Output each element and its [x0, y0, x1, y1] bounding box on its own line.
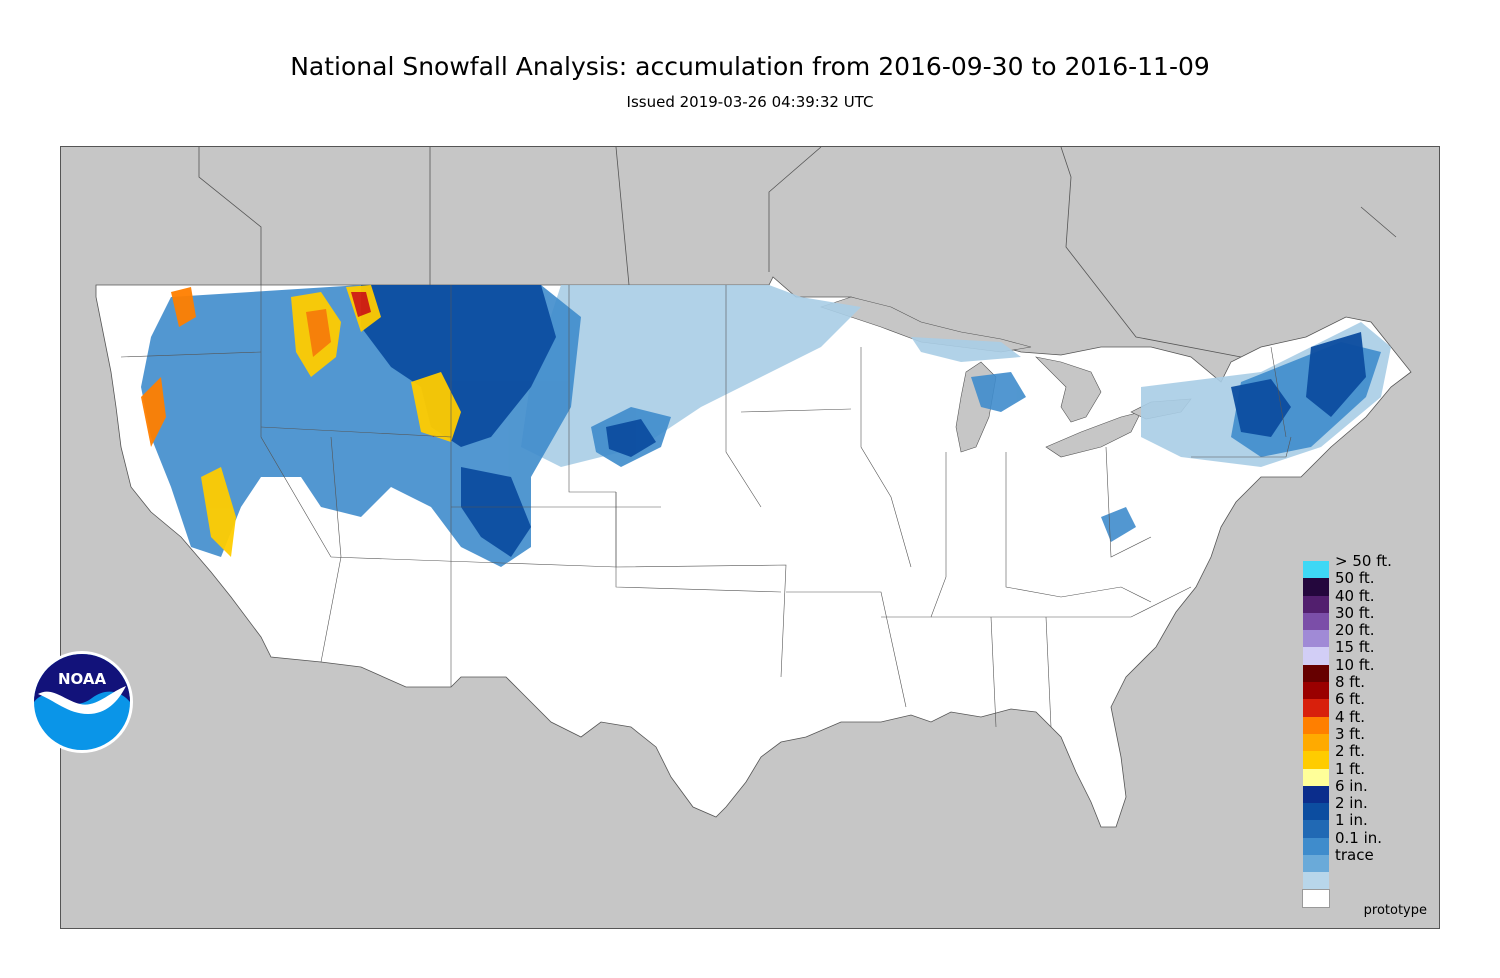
legend-label: 50 ft.: [1335, 569, 1375, 588]
legend-swatch: [1303, 664, 1329, 683]
legend-label: 10 ft.: [1335, 655, 1375, 674]
legend-label: trace: [1335, 846, 1374, 865]
snow-heavy: [361, 285, 1366, 557]
legend-swatch: [1303, 820, 1329, 838]
noaa-logo-graphic: NOAA: [31, 651, 133, 753]
legend-label: 6 ft.: [1335, 690, 1365, 709]
legend-label: 40 ft.: [1335, 586, 1375, 605]
legend-swatch: [1302, 888, 1330, 908]
issued-timestamp: Issued 2019-03-26 04:39:32 UTC: [626, 93, 874, 111]
legend-swatch: [1303, 716, 1329, 734]
snow-extreme: [141, 285, 461, 557]
legend-label: 1 in.: [1335, 811, 1368, 830]
legend-swatch: [1303, 561, 1329, 579]
legend-swatch: [1303, 855, 1329, 873]
canada-mexico-boundaries: [198, 147, 1397, 358]
noaa-logo-text: NOAA: [58, 670, 107, 688]
legend-label: > 50 ft.: [1335, 552, 1392, 570]
legend-swatch: [1303, 785, 1329, 804]
legend-swatch: [1303, 595, 1329, 613]
legend-label: 6 in.: [1335, 776, 1368, 795]
legend-label: 15 ft.: [1335, 638, 1375, 657]
legend-label: 3 ft.: [1335, 724, 1365, 743]
legend-swatch: [1303, 803, 1329, 821]
legend-swatch: [1303, 612, 1329, 631]
legend-label: 0.1 in.: [1335, 828, 1383, 847]
legend-label: 2 in.: [1335, 794, 1368, 813]
prototype-label: prototype: [1363, 903, 1427, 918]
legend-swatch: [1303, 733, 1329, 752]
map-title: National Snowfall Analysis: accumulation…: [290, 52, 1210, 81]
legend-swatch: [1303, 837, 1329, 856]
legend-swatch: [1303, 699, 1329, 717]
legend-label: 4 ft.: [1335, 707, 1365, 726]
state-borders: [120, 285, 1292, 728]
legend-swatch: [1303, 768, 1329, 786]
legend-label: 1 ft.: [1335, 759, 1365, 778]
legend-swatch: [1303, 751, 1329, 769]
map-canvas: [95, 147, 1412, 828]
legend-swatch: [1303, 872, 1329, 890]
legend-label: 8 ft.: [1335, 673, 1365, 692]
legend-swatch: [1303, 682, 1329, 700]
legend-swatch: [1303, 630, 1329, 648]
snowfall-map[interactable]: > 50 ft. 50 ft. 40 ft. 30 ft. 20 ft. 15 ft. 10…: [60, 146, 1440, 929]
legend-label: 2 ft.: [1335, 742, 1365, 761]
noaa-logo: NOAA: [30, 650, 134, 758]
legend-label: 30 ft.: [1335, 603, 1375, 622]
legend-label: 20 ft.: [1335, 621, 1375, 640]
legend-swatch: [1303, 647, 1329, 665]
legend-swatch: [1303, 578, 1329, 596]
